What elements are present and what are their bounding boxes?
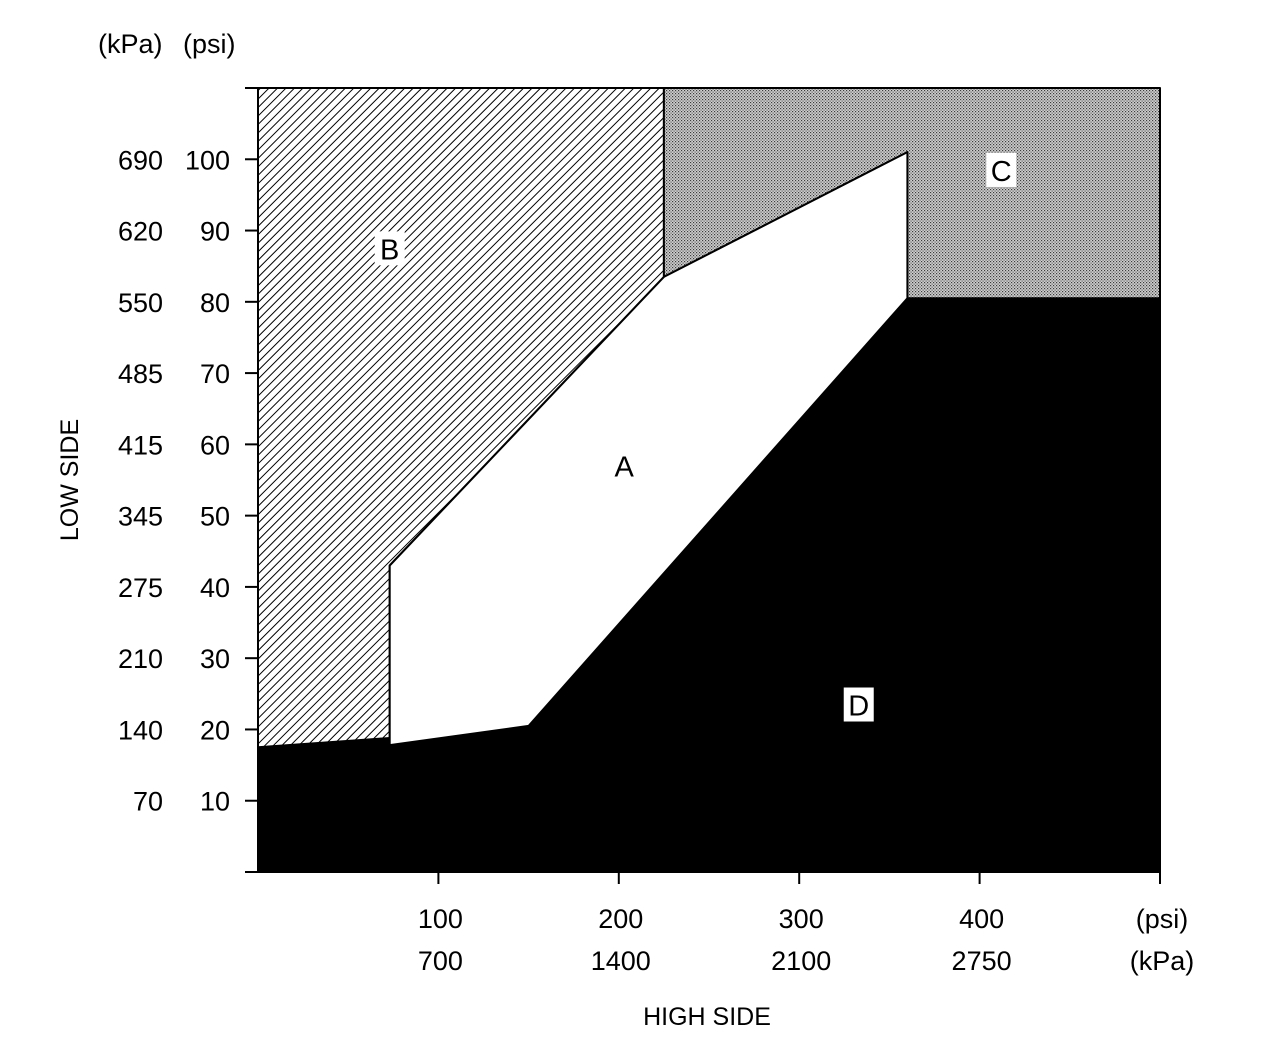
region-label-c: C [991,156,1012,188]
x-axis-title: HIGH SIDE [643,1003,771,1031]
x-tick-label-psi: 400 [959,904,1004,934]
y-tick-label-kpa: 345 [118,502,163,532]
y-tick-label-psi: 50 [200,502,230,532]
y-axis-title: LOW SIDE [56,419,84,541]
region-a [388,151,909,747]
y-tick-label-kpa: 275 [118,573,163,603]
region-label-b: B [380,234,399,266]
y-tick-label-psi: 70 [200,359,230,389]
x-tick-label-psi: 200 [598,904,643,934]
y-tick-label-kpa: 620 [118,217,163,247]
region-label-box-d [843,687,874,722]
labels-layer: A B C D [374,152,1017,723]
y-tick-label-kpa: 210 [118,644,163,674]
y-tick-label-psi: 20 [200,715,230,745]
x-tick-label-psi: 300 [779,904,824,934]
x-tick-label-psi: 100 [418,904,463,934]
y-tick-label-psi: 40 [200,573,230,603]
x-tick-label-kpa: 2100 [771,946,831,976]
region-label-box-b [374,231,405,266]
y-tick-label-kpa: 485 [118,359,163,389]
y-tick-label-kpa: 140 [118,715,163,745]
y-tick-label-psi: 30 [200,644,230,674]
region-label-d: D [848,691,869,723]
y-tick-label-kpa: 415 [118,430,163,460]
x-tick-label-kpa: 1400 [591,946,651,976]
y-unit-kpa-label: (kPa) [98,29,163,59]
region-label-a: A [615,452,635,484]
x-unit-kpa-label: (kPa) [1130,946,1195,976]
y-tick-label-psi: 10 [200,787,230,817]
y-tick-label-psi: 100 [185,145,230,175]
regions-layer [257,87,1161,873]
y-unit-psi-label: (psi) [183,29,236,59]
y-tick-label-psi: 80 [200,288,230,318]
x-tick-label-kpa: 700 [418,946,463,976]
x-tick-label-kpa: 2750 [952,946,1012,976]
y-tick-label-psi: 60 [200,430,230,460]
y-tick-label-kpa: 550 [118,288,163,318]
y-tick-label-kpa: 70 [133,787,163,817]
y-tick-label-psi: 90 [200,217,230,247]
x-unit-psi-label: (psi) [1136,904,1189,934]
y-tick-label-kpa: 690 [118,145,163,175]
axes-layer: 70 10 140 20 210 30 275 40 345 50 415 60 485 70 550 80 6… [118,87,1161,976]
region-label-box-c [986,152,1017,187]
